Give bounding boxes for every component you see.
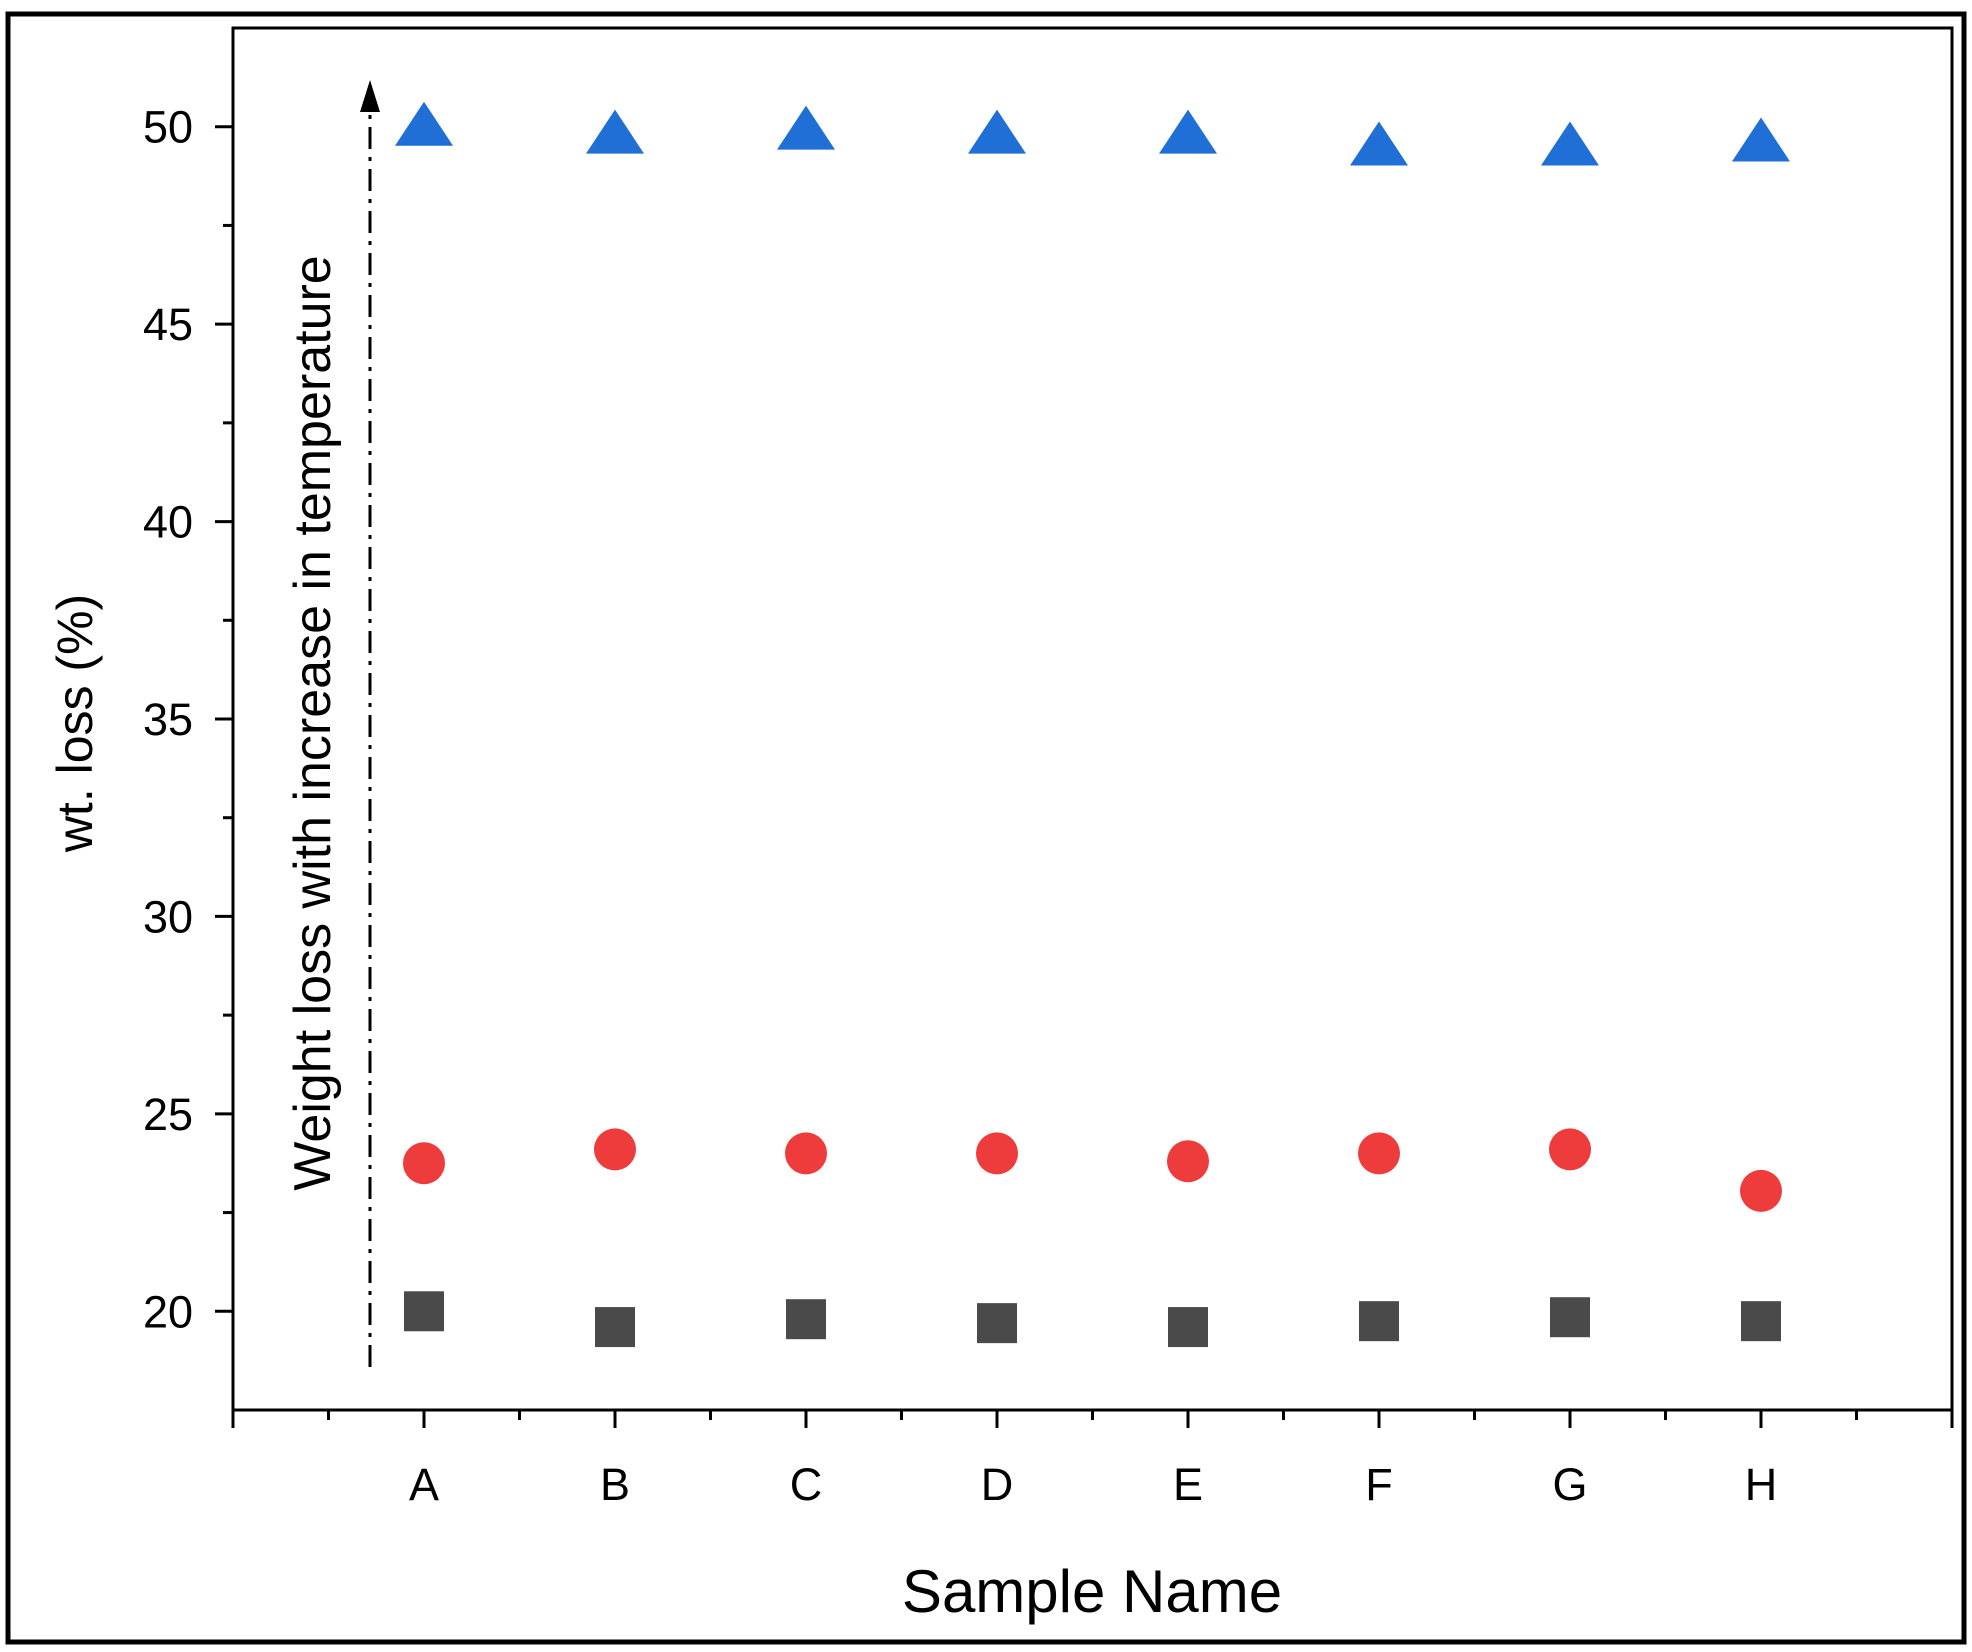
frame: [5, 11, 1967, 1645]
x-tick-label: C: [790, 1459, 823, 1510]
x-axis-label: Sample Name: [902, 1558, 1282, 1625]
square-marker: [1359, 1301, 1399, 1342]
y-axis-label: wt. loss (%): [47, 594, 103, 853]
triangle-marker: [1159, 109, 1217, 154]
circle-marker: [403, 1142, 445, 1185]
square-marker: [1550, 1297, 1590, 1338]
x-tick-label: B: [600, 1459, 630, 1510]
y-tick-label: 25: [143, 1089, 193, 1140]
x-tick-label: F: [1365, 1459, 1393, 1510]
circle-marker: [1358, 1132, 1400, 1175]
triangle-marker: [1350, 121, 1408, 166]
y-tick-label: 35: [143, 694, 193, 745]
x-tick-label: D: [981, 1459, 1014, 1510]
square-marker: [404, 1291, 444, 1332]
x-tick-label: G: [1552, 1459, 1587, 1510]
circle-marker: [785, 1132, 827, 1175]
y-tick-label: 50: [143, 102, 193, 153]
square-marker: [595, 1307, 635, 1348]
y-tick-label: 45: [143, 299, 193, 350]
y-tick-label: 30: [143, 891, 193, 942]
square-marker: [1741, 1301, 1781, 1342]
circle-marker: [976, 1132, 1018, 1175]
square-marker: [977, 1303, 1017, 1344]
square-marker: [786, 1299, 826, 1340]
square-marker: [1168, 1307, 1208, 1348]
circle-marker: [1549, 1128, 1591, 1171]
circle-marker: [1740, 1169, 1782, 1212]
plot-area: [231, 26, 1954, 1412]
x-tick-label: E: [1173, 1459, 1203, 1510]
y-tick-label: 20: [143, 1286, 193, 1337]
triangle-marker: [777, 105, 835, 150]
triangle-marker: [968, 109, 1026, 154]
triangle-marker: [395, 101, 453, 146]
circle-marker: [594, 1128, 636, 1171]
triangle-marker: [1541, 121, 1599, 166]
arrow-head: [360, 80, 380, 112]
y-tick-label: 40: [143, 497, 193, 548]
circle-marker: [1167, 1140, 1209, 1183]
triangle-marker: [1732, 117, 1790, 162]
x-tick-label: H: [1745, 1459, 1778, 1510]
x-tick-label: A: [409, 1459, 439, 1510]
triangle-marker: [586, 109, 644, 154]
annotation: Weight loss with increase in temperature: [284, 255, 342, 1190]
